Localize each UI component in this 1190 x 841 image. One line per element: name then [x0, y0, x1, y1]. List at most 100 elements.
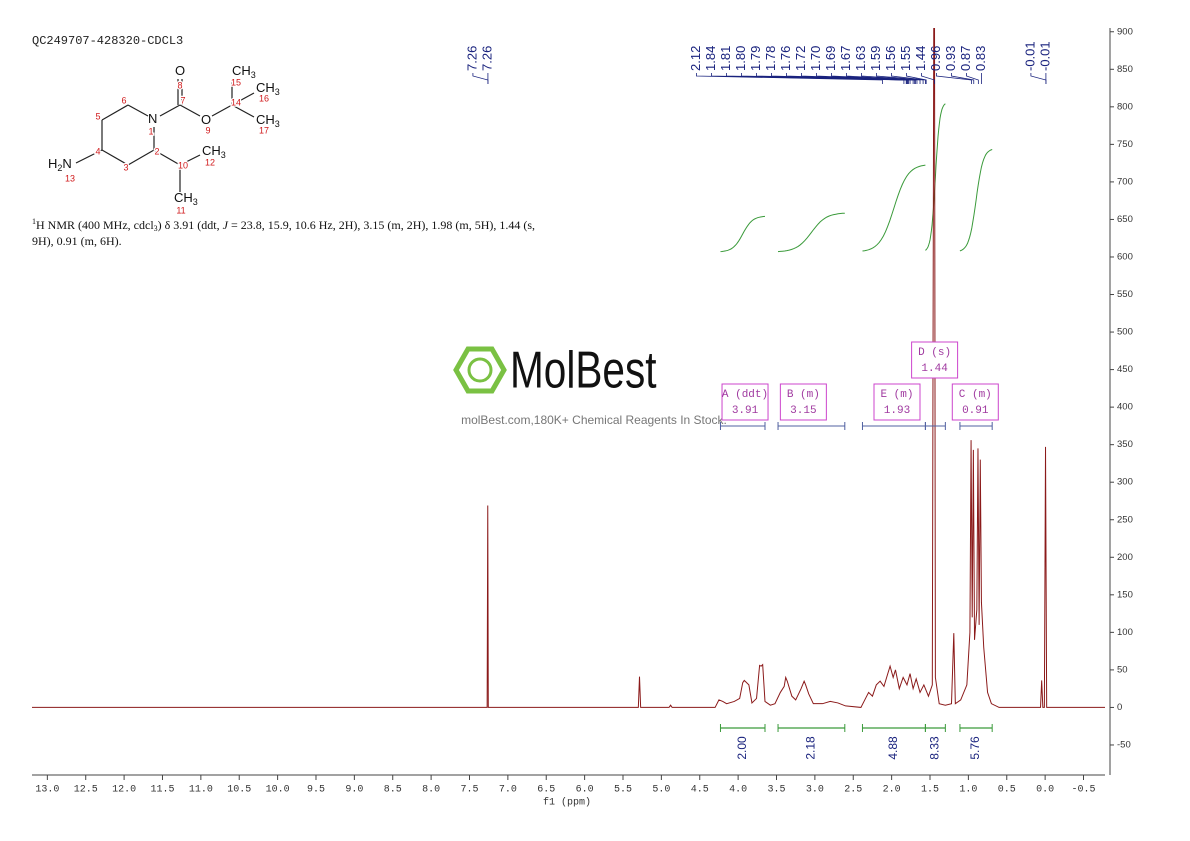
peak-label: 1.79 — [748, 46, 763, 71]
watermark-brand: MolBest — [510, 341, 657, 399]
peak-label: -0.01 — [1022, 41, 1037, 71]
x-tick-label: 9.0 — [345, 785, 363, 796]
x-tick-label: 5.0 — [652, 785, 670, 796]
atom-number: 8 — [177, 80, 182, 90]
multiplet-shift: 1.44 — [921, 363, 948, 375]
atom-number: 6 — [121, 95, 126, 105]
multiplet-label: B (m) — [787, 389, 820, 401]
atom-number: 4 — [95, 146, 100, 156]
atom-number: 15 — [231, 77, 241, 87]
watermark-logo — [453, 346, 507, 394]
peak-label: 1.72 — [793, 46, 808, 71]
nmr-description: 1H NMR (400 MHz, cdcl3) δ 3.91 (ddt, J =… — [32, 217, 535, 233]
integral-curve — [777, 212, 845, 253]
peak-leader — [906, 73, 927, 84]
text-part: H NMR (400 MHz, cdcl — [36, 218, 154, 232]
x-tick-label: 1.5 — [921, 785, 939, 796]
peak-label: 1.44 — [913, 46, 928, 71]
peak-leader — [1030, 73, 1047, 84]
peak-leader — [891, 73, 926, 84]
atom-label-part: H — [48, 156, 57, 171]
y-tick-label: 350 — [1117, 439, 1133, 450]
text-part: 1 — [32, 217, 36, 226]
peak-label: 1.78 — [763, 46, 778, 71]
x-tick-label: 1.0 — [959, 785, 977, 796]
x-tick-label: 7.0 — [499, 785, 517, 796]
spectrum-line — [32, 28, 1105, 708]
y-tick-label: 0 — [1117, 702, 1122, 713]
x-tick-label: 5.5 — [614, 785, 632, 796]
x-axis-label: f1 (ppm) — [543, 797, 591, 809]
x-tick-label: 12.5 — [74, 785, 98, 796]
y-tick-label: 700 — [1117, 176, 1133, 187]
atom-label-part: CH — [202, 143, 221, 158]
atom-label-part: CH — [256, 80, 275, 95]
integral-label: 8.33 — [928, 736, 942, 760]
peak-label: 1.80 — [733, 46, 748, 71]
x-tick-label: 6.0 — [576, 785, 594, 796]
x-tick-label: 4.5 — [691, 785, 709, 796]
peak-label: 1.81 — [718, 46, 733, 71]
integral-curve — [862, 164, 926, 252]
x-tick-label: 13.0 — [35, 785, 59, 796]
y-tick-label: 850 — [1117, 64, 1133, 75]
x-tick-label: 11.0 — [189, 785, 213, 796]
y-tick-label: 450 — [1117, 364, 1133, 375]
y-tick-label: 250 — [1117, 514, 1133, 525]
y-tick-label: 800 — [1117, 101, 1133, 112]
integral-curve — [959, 149, 993, 252]
atom-number: 9 — [205, 125, 210, 135]
x-tick-label: 3.5 — [767, 785, 785, 796]
integral-label: 5.76 — [968, 736, 982, 760]
y-tick-label: 400 — [1117, 402, 1133, 413]
text-part: = 23.8, 15.9, 10.6 Hz, 2H), 3.15 (m, 2H)… — [228, 218, 535, 232]
integral-label: 2.00 — [735, 736, 749, 760]
x-tick-label: 12.0 — [112, 785, 136, 796]
atom-label: CH3 — [256, 112, 280, 129]
x-tick-label: 10.5 — [227, 785, 251, 796]
multiplet-shift: 0.91 — [962, 405, 989, 417]
x-tick-label: 0.0 — [1036, 785, 1054, 796]
watermark-tagline: molBest.com,180K+ Chemical Reagents In S… — [461, 413, 727, 427]
x-tick-label: 8.0 — [422, 785, 440, 796]
peak-label: 0.83 — [973, 46, 988, 71]
atom-number: 16 — [259, 93, 269, 103]
text-part: J — [223, 218, 229, 232]
atom-number: 11 — [176, 205, 185, 215]
y-tick-label: 100 — [1117, 627, 1133, 638]
atom-label: CH3 — [256, 80, 280, 97]
x-tick-label: 10.0 — [266, 785, 290, 796]
atom-label: N — [148, 111, 157, 126]
multiplet-label: A (ddt) — [722, 389, 768, 401]
atom-number: 17 — [259, 125, 269, 135]
peak-leader — [472, 73, 489, 84]
integral-curve — [925, 103, 946, 251]
atom-number: 5 — [95, 111, 100, 121]
atom-label-part: O — [201, 112, 211, 127]
spectrum-title: QC249707-428320-CDCL3 — [32, 34, 183, 48]
multiplet-label: D (s) — [918, 347, 951, 359]
atom-label-part: 3 — [275, 119, 280, 129]
multiplet-shift: 1.93 — [884, 405, 910, 417]
peak-label: 1.69 — [823, 46, 838, 71]
y-tick-label: 900 — [1117, 26, 1133, 37]
peak-label: 7.26 — [479, 46, 494, 71]
text-part: 3 — [154, 224, 158, 233]
peak-label: 1.84 — [703, 46, 718, 71]
x-tick-label: 2.0 — [883, 785, 901, 796]
x-tick-label: 11.5 — [150, 785, 174, 796]
x-tick-label: 7.5 — [460, 785, 478, 796]
peak-label: 1.67 — [838, 46, 853, 71]
atom-label-part: 3 — [275, 87, 280, 97]
peak-label: 7.26 — [464, 46, 479, 71]
atom-label-part: CH — [232, 63, 251, 78]
y-tick-label: 300 — [1117, 477, 1133, 488]
atom-label: CH3 — [232, 63, 256, 80]
peak-leader — [831, 73, 916, 84]
multiplet-box — [951, 383, 999, 421]
y-tick-label: 600 — [1117, 251, 1133, 262]
atom-label-part: O — [175, 63, 185, 78]
multiplet-box — [779, 383, 827, 421]
